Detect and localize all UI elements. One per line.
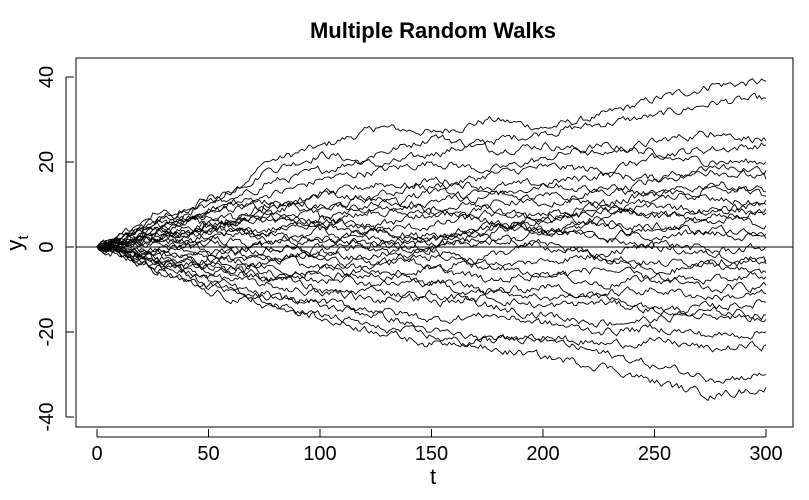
y-axis-label: yt [2,235,32,251]
y-tick-label: 20 [36,151,58,173]
series-line-15 [96,244,767,302]
x-tick-label: 100 [303,443,336,465]
x-tick-label: 250 [638,443,671,465]
series-line-4 [96,141,767,248]
series-line-29 [96,209,767,250]
y-axis-label-subscript: t [15,235,32,240]
y-axis-label-main: y [2,240,27,251]
series-line-28 [96,239,767,328]
series-line-13 [96,243,767,271]
series-line-11 [96,222,767,257]
series-line-23 [96,164,767,277]
y-axis-label-group: yt [2,235,32,251]
y-axis: -40 -20 0 20 40 [36,66,74,432]
series-line-17 [96,246,767,340]
series-line-7 [96,181,767,248]
x-axis: 0 50 100 150 200 250 300 [91,429,783,465]
plot-frame [75,57,794,428]
series-line-19 [96,244,767,384]
chart-title: Multiple Random Walks [310,18,556,43]
series-line-30 [96,200,767,282]
series-line-18 [96,246,767,353]
series-line-9 [96,205,767,250]
series-line-16 [96,243,767,315]
plot-area [76,78,793,401]
series-line-25 [96,209,767,294]
series-line-3 [96,130,767,248]
x-tick-label: 150 [415,443,448,465]
series-line-22 [96,209,767,323]
x-tick-label: 200 [526,443,559,465]
series-line-27 [96,225,767,280]
x-tick-label: 50 [197,443,219,465]
x-tick-label: 0 [91,443,102,465]
x-tick-label: 300 [749,443,782,465]
y-tick-label: -40 [36,403,58,432]
series-line-2 [96,92,767,248]
y-tick-label: 40 [36,66,58,88]
series-line-26 [96,185,767,248]
y-tick-label: -20 [36,318,58,347]
series-line-20 [96,246,767,401]
x-axis-label: t [430,464,436,489]
y-tick-label: 0 [36,241,58,252]
series-line-1 [96,78,767,248]
